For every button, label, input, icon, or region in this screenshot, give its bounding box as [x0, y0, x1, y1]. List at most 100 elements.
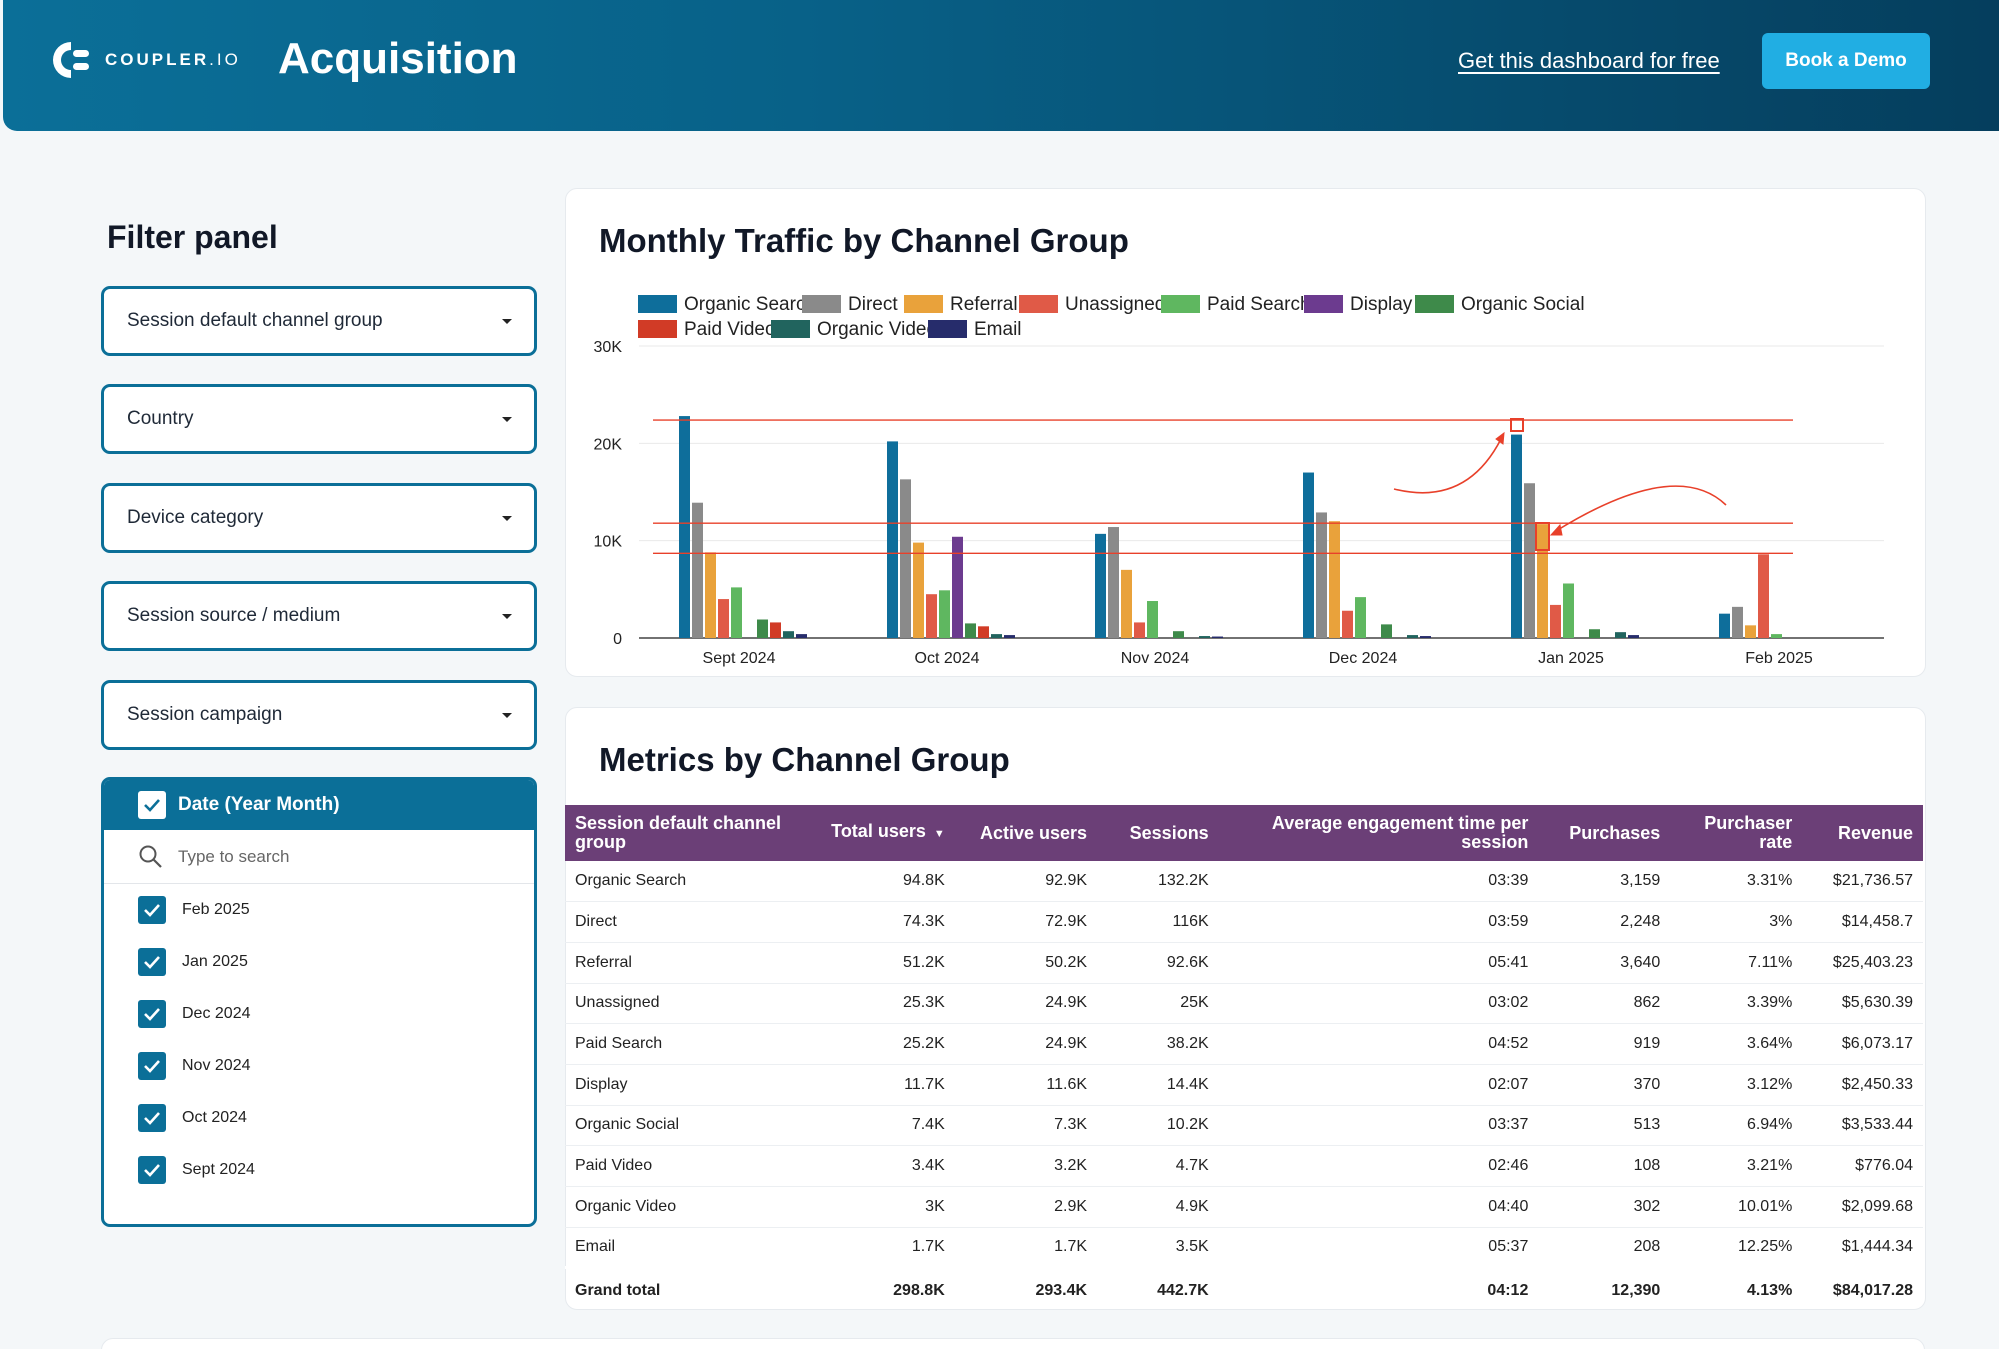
grand-total-row: Grand total 298.8K 293.4K 442.7K 04:12 12,390… [565, 1266, 1923, 1312]
annotation-marker [1510, 418, 1524, 432]
session-campaign-dropdown[interactable]: Session campaign [101, 680, 537, 750]
table-header-row: Session default channel group Total users… [565, 805, 1923, 861]
source-medium-dropdown[interactable]: Session source / medium [101, 581, 537, 651]
table-cell: $2,450.33 [1802, 1064, 1923, 1106]
date-filter-item-label: Sept 2024 [182, 1161, 255, 1178]
bar [731, 587, 742, 638]
table-cell: 02:07 [1218, 1064, 1539, 1106]
date-filter-item-label: Jan 2025 [182, 953, 248, 970]
device-category-dropdown[interactable]: Device category [101, 483, 537, 553]
column-header[interactable]: Active users [954, 805, 1098, 861]
table-cell: 11.6K [954, 1064, 1098, 1106]
legend-label: Display [1350, 294, 1413, 315]
table-cell: 05:37 [1218, 1227, 1539, 1269]
checkbox-checked[interactable] [138, 896, 166, 924]
table-cell: 24.9K [954, 1023, 1098, 1065]
column-header[interactable]: Purchaser rate [1670, 805, 1803, 861]
table-cell: 05:41 [1218, 942, 1539, 984]
table-cell: 298.8K [800, 1266, 955, 1312]
table-row: Email 1.7K 1.7K 3.5K 05:37 208 12.25% $1,444.34 [565, 1227, 1923, 1269]
table-cell: $1,444.34 [1802, 1227, 1923, 1269]
legend-swatch [1415, 295, 1454, 313]
y-tick-label: 10K [594, 534, 623, 551]
x-tick-label: Oct 2024 [915, 650, 980, 667]
table-cell: 3,640 [1538, 942, 1671, 984]
table-cell: 3.31% [1670, 861, 1803, 903]
caret-down-icon [502, 713, 512, 718]
legend-label: Referral [950, 294, 1018, 315]
checkbox-checked[interactable] [138, 1156, 166, 1184]
table-cell: 02:46 [1218, 1145, 1539, 1187]
checkmark-icon [144, 1008, 160, 1021]
country-dropdown[interactable]: Country [101, 384, 537, 454]
column-header[interactable]: Revenue [1802, 805, 1923, 861]
checkbox-checked[interactable] [138, 948, 166, 976]
table-cell: 03:02 [1218, 983, 1539, 1025]
table-row: Referral 51.2K 50.2K 92.6K 05:41 3,640 7.11% $2… [565, 942, 1923, 984]
checkmark-icon [144, 904, 160, 917]
table-cell: 4.7K [1097, 1145, 1219, 1187]
dropdown-label: Session source / medium [127, 605, 341, 626]
x-tick-label: Jan 2025 [1538, 650, 1604, 667]
table-cell: 25.2K [800, 1023, 955, 1065]
bar [1095, 533, 1106, 638]
table-row: Organic Video 3K 2.9K 4.9K 04:40 302 10.01% $2,… [565, 1186, 1923, 1228]
table-cell: 74.3K [800, 901, 955, 943]
bar [952, 536, 963, 638]
table-cell: 2,248 [1538, 901, 1671, 943]
table-cell: $6,073.17 [1802, 1023, 1923, 1065]
date-filter-item[interactable]: Dec 2024 [104, 988, 534, 1040]
legend-swatch [1304, 295, 1343, 313]
column-header[interactable]: Session default channel group [565, 805, 801, 861]
date-filter-item[interactable]: Feb 2025 [104, 884, 534, 936]
select-all-checkbox[interactable] [138, 791, 166, 819]
bar [796, 634, 807, 638]
date-filter-item-label: Oct 2024 [182, 1109, 247, 1126]
column-header[interactable]: Total users ▼ [800, 805, 955, 861]
table-row: Organic Search 94.8K 92.9K 132.2K 03:39 3,159… [565, 861, 1923, 903]
bar [1381, 624, 1392, 638]
date-filter-header[interactable]: Date (Year Month) [104, 780, 534, 830]
table-cell: 442.7K [1097, 1266, 1219, 1312]
book-demo-button[interactable]: Book a Demo [1762, 33, 1930, 89]
search-icon [139, 845, 162, 868]
date-search-input[interactable]: Type to search [104, 830, 534, 884]
bar [1004, 635, 1015, 638]
table-cell: $776.04 [1802, 1145, 1923, 1187]
table-cell: 6.94% [1670, 1105, 1803, 1147]
table-cell: 03:59 [1218, 901, 1539, 943]
dropdown-label: Country [127, 408, 194, 429]
bar [939, 590, 950, 638]
checkbox-checked[interactable] [138, 1000, 166, 1028]
legend-swatch [904, 295, 943, 313]
bar [783, 631, 794, 638]
date-filter-item[interactable]: Nov 2024 [104, 1040, 534, 1092]
annotation-arrow [1555, 485, 1727, 532]
date-filter-title: Date (Year Month) [178, 794, 340, 815]
table-cell: $21,736.57 [1802, 861, 1923, 903]
table-cell: 3.21% [1670, 1145, 1803, 1187]
checkbox-checked[interactable] [138, 1104, 166, 1132]
date-filter-item[interactable]: Jan 2025 [104, 936, 534, 988]
column-header[interactable]: Average engagement time per session [1218, 805, 1539, 861]
get-dashboard-link[interactable]: Get this dashboard for free [1458, 48, 1720, 73]
bar [705, 552, 716, 638]
table-cell: 513 [1538, 1105, 1671, 1147]
channel-group-dropdown[interactable]: Session default channel group [101, 286, 537, 356]
table-cell: 132.2K [1097, 861, 1219, 903]
caret-down-icon [502, 417, 512, 422]
checkbox-checked[interactable] [138, 1052, 166, 1080]
bar [1147, 601, 1158, 638]
column-header[interactable]: Sessions [1097, 805, 1219, 861]
table-cell: 51.2K [800, 942, 955, 984]
date-filter-item[interactable]: Oct 2024 [104, 1092, 534, 1144]
coupler-logo[interactable]: COUPLER.IO [49, 38, 241, 82]
bar [679, 416, 690, 638]
traffic-chart-card: Monthly Traffic by Channel Group Organic… [565, 188, 1926, 677]
date-filter-item[interactable]: Sept 2024 [104, 1144, 534, 1196]
table-cell: $5,630.39 [1802, 983, 1923, 1025]
table-cell: 03:37 [1218, 1105, 1539, 1147]
checkmark-icon [144, 799, 160, 812]
column-header[interactable]: Purchases [1538, 805, 1671, 861]
chart-title: Monthly Traffic by Channel Group [599, 222, 1129, 259]
